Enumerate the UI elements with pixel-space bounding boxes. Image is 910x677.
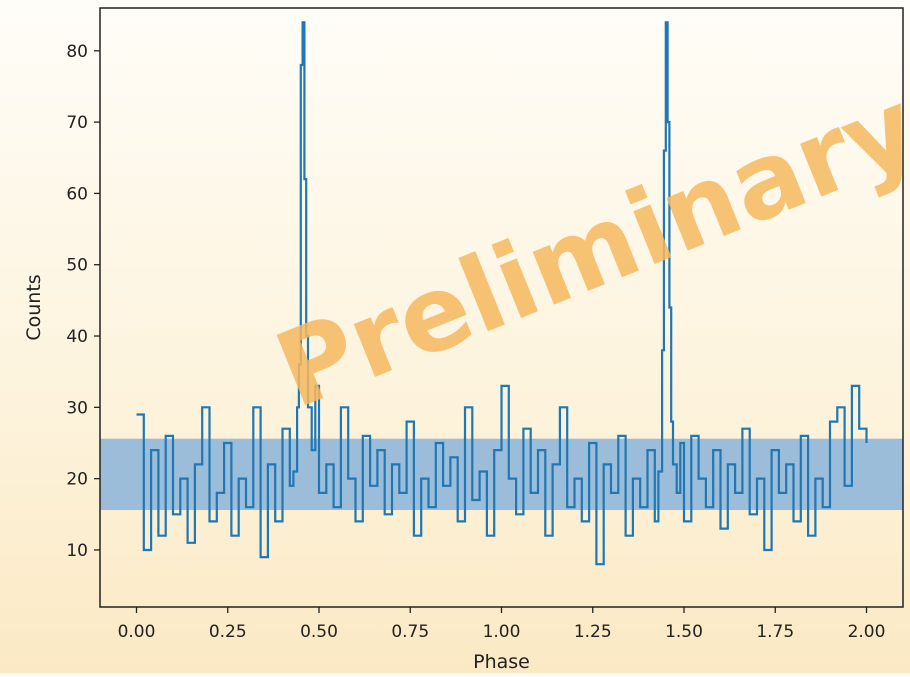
- y-tick-label: 30: [66, 398, 88, 418]
- y-tick-label: 40: [66, 327, 88, 347]
- x-tick-label: 0.25: [209, 622, 247, 642]
- y-tick-label: 80: [66, 42, 88, 62]
- y-tick-label: 20: [66, 470, 88, 490]
- y-tick-label: 70: [66, 113, 88, 133]
- x-tick-label: 0.75: [391, 622, 429, 642]
- x-tick-label: 2.00: [848, 622, 886, 642]
- x-tick-label: 1.00: [483, 622, 521, 642]
- x-tick-label: 0.00: [118, 622, 156, 642]
- y-tick-label: 60: [66, 184, 88, 204]
- watermark-text: Preliminary: [260, 65, 910, 432]
- x-tick-label: 1.75: [756, 622, 794, 642]
- y-tick-label: 50: [66, 256, 88, 276]
- x-tick-label: 1.50: [665, 622, 703, 642]
- x-tick-label: 1.25: [574, 622, 612, 642]
- x-axis-label: Phase: [473, 651, 530, 673]
- y-tick-label: 10: [66, 541, 88, 561]
- y-axis-label: Counts: [23, 274, 45, 340]
- series-line-0: [136, 21, 868, 566]
- x-tick-label: 0.50: [300, 622, 338, 642]
